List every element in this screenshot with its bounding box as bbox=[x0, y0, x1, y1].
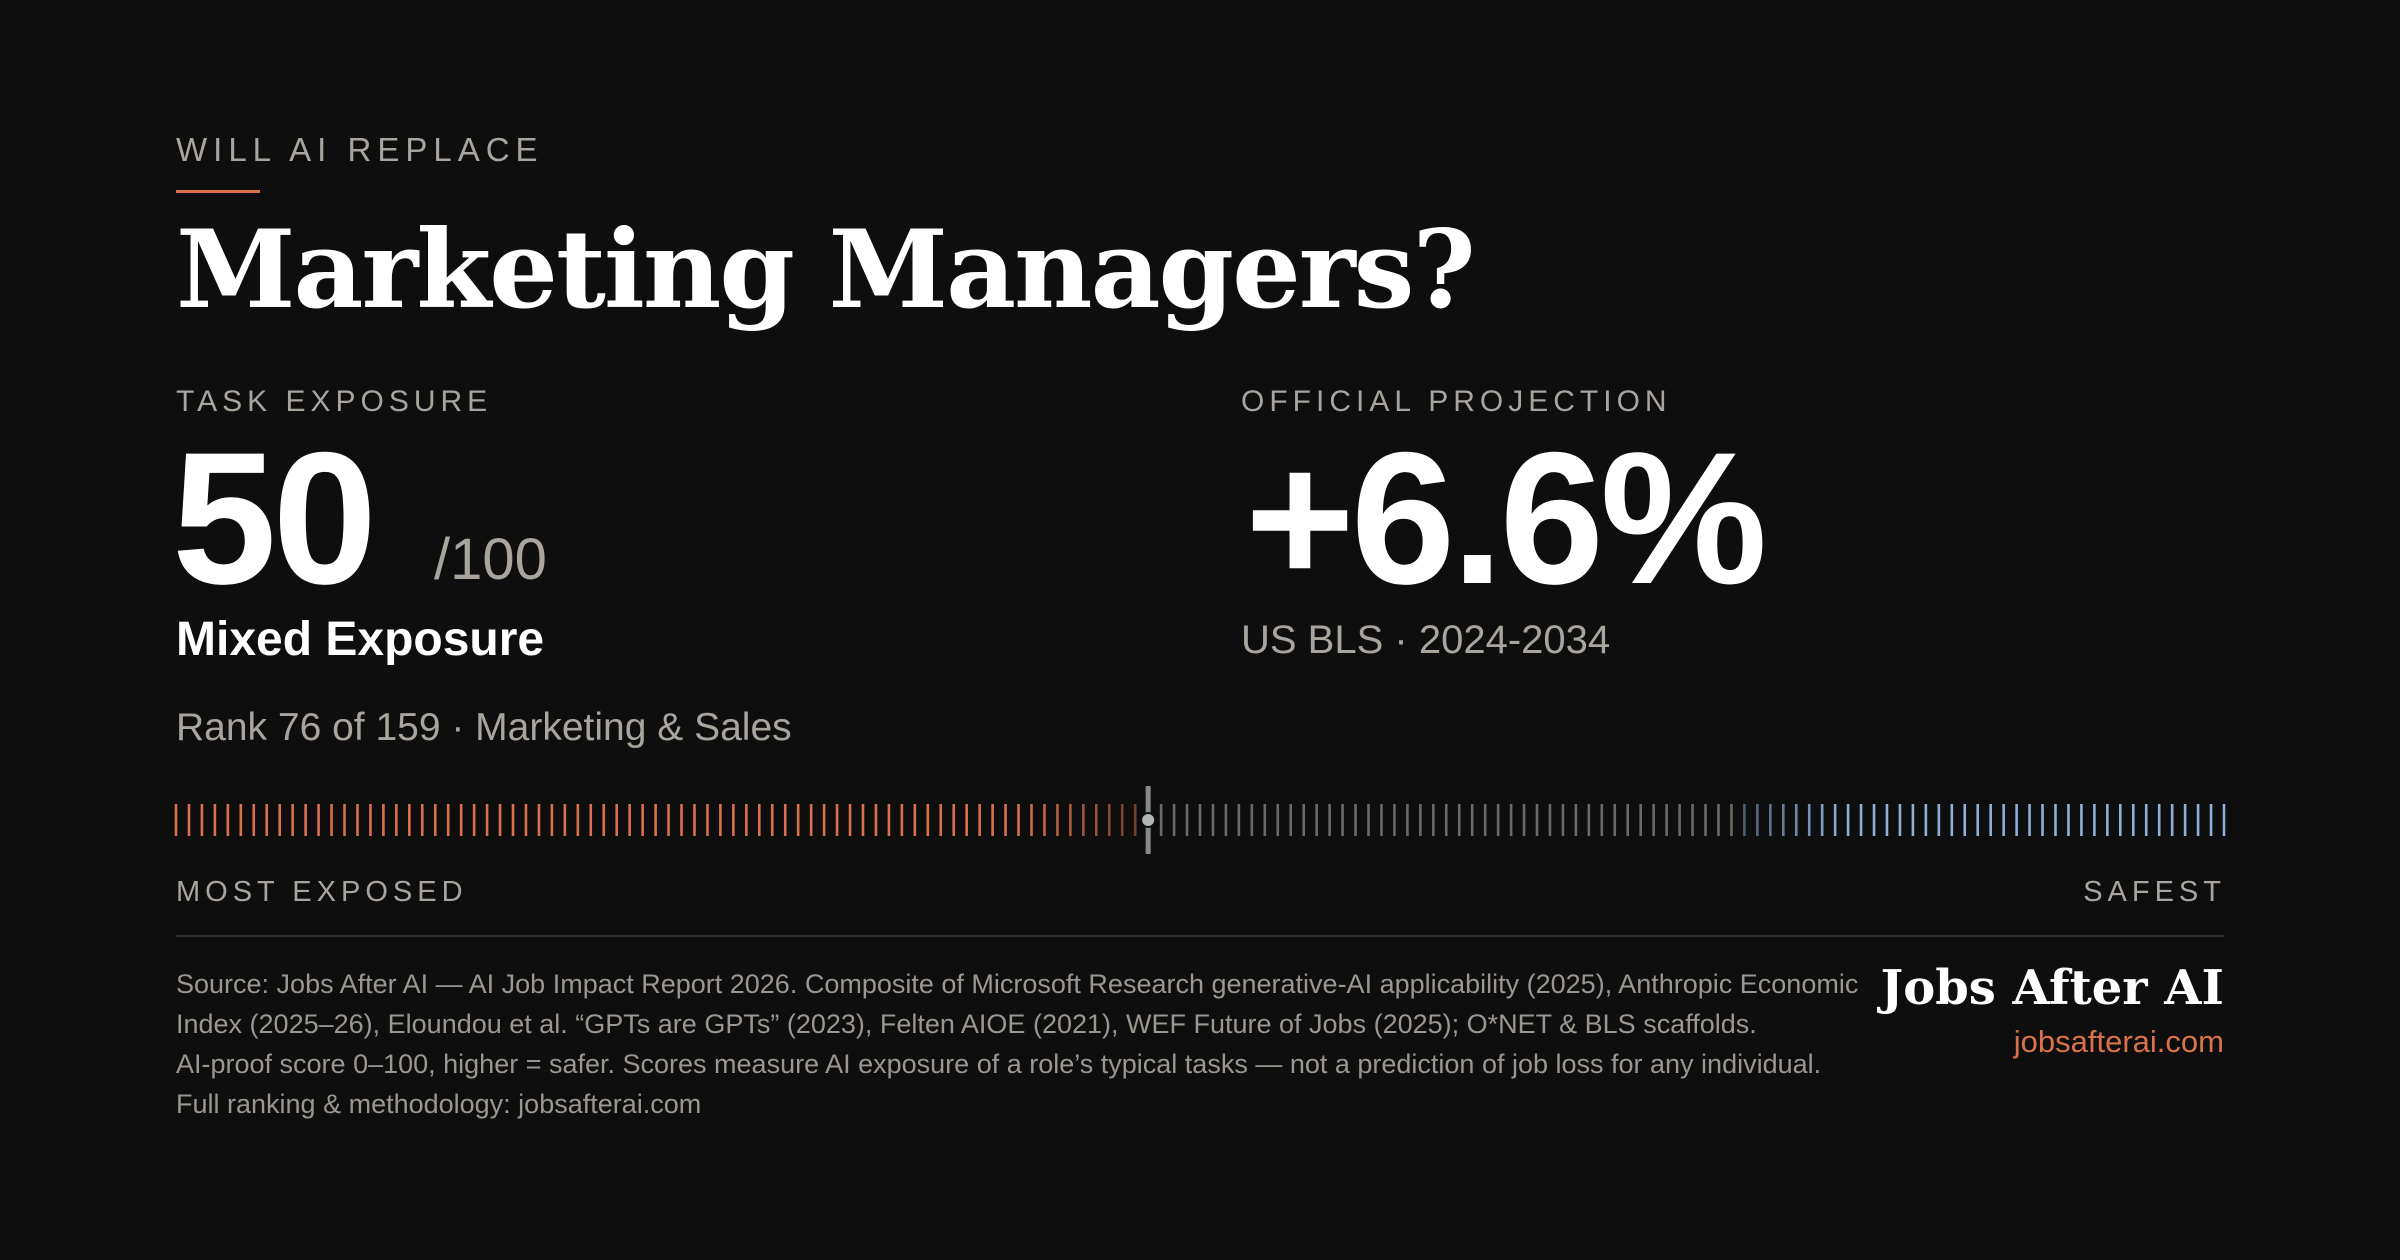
projection-source: US BLS · 2024-2034 bbox=[1241, 618, 1611, 662]
task-exposure-label: TASK EXPOSURE bbox=[176, 385, 493, 418]
brand-url: jobsafterai.com bbox=[2013, 1024, 2224, 1059]
page-title: Marketing Managers? bbox=[176, 207, 1476, 333]
scale-label-safest: SAFEST bbox=[2083, 876, 2226, 908]
meter-marker-dot bbox=[1140, 812, 1157, 828]
score-denominator: /100 bbox=[434, 527, 547, 592]
divider bbox=[176, 935, 2224, 937]
scale-label-most-exposed: MOST EXPOSED bbox=[176, 876, 468, 908]
source-note: Source: Jobs After AI — AI Job Impact Re… bbox=[176, 969, 1859, 1039]
methodology-note: AI-proof score 0–100, higher = safer. Sc… bbox=[176, 1049, 1822, 1119]
eyebrow-label: WILL AI REPLACE bbox=[176, 131, 544, 168]
exposure-meter bbox=[174, 786, 2226, 854]
footnote: Source: Jobs After AI — AI Job Impact Re… bbox=[176, 964, 1866, 1124]
rank-text: Rank 76 of 159 · Marketing & Sales bbox=[176, 706, 792, 749]
brand-wordmark: Jobs After AI bbox=[1880, 960, 2224, 1016]
accent-rule bbox=[176, 190, 260, 193]
official-projection-label: OFFICIAL PROJECTION bbox=[1241, 385, 1672, 418]
exposure-level: Mixed Exposure bbox=[176, 613, 545, 666]
projection-value: +6.6% bbox=[1245, 413, 1767, 623]
exposure-score: 50 bbox=[172, 413, 377, 623]
